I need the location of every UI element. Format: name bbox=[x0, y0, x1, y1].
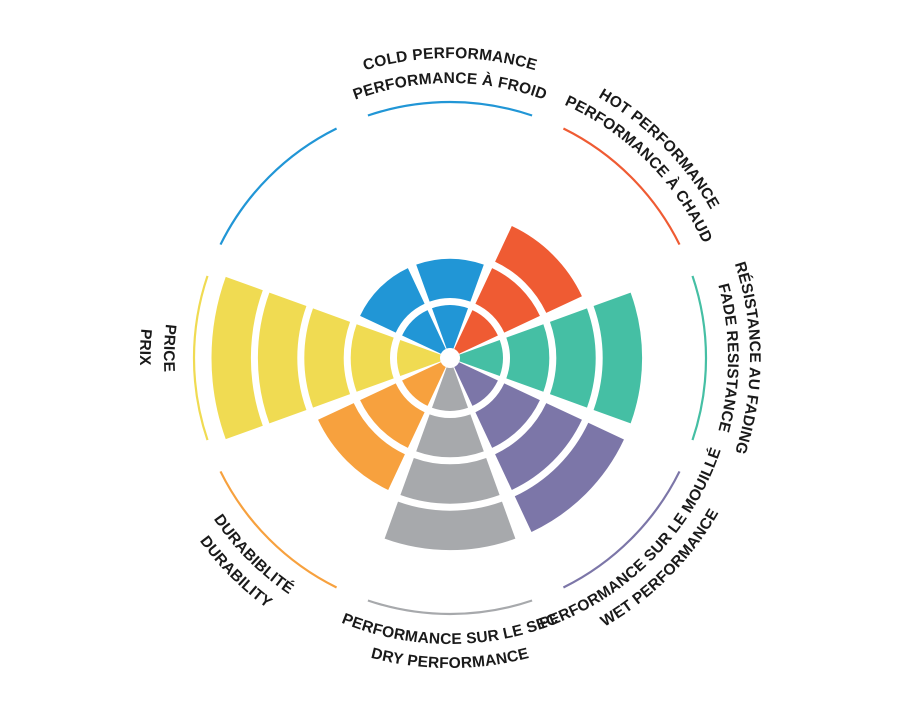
outer-boundary-arc-fade-resistance bbox=[691, 275, 708, 441]
sector-cold-performance-left-ring-2[interactable] bbox=[360, 268, 425, 333]
wedges-layer bbox=[211, 226, 643, 551]
sector-fade-resistance-ring-4[interactable] bbox=[593, 292, 643, 424]
outer-boundary-arc-hot-performance bbox=[562, 127, 681, 246]
sector-label-cold-performance-line2: PERFORMANCE À FROID bbox=[351, 70, 549, 104]
sector-label-fade-resistance-line2: FADE RESISTANCE bbox=[714, 282, 741, 434]
sector-durability[interactable] bbox=[318, 362, 446, 490]
sector-label-price-line2: PRIX bbox=[136, 328, 154, 366]
sector-durability-ring-1[interactable] bbox=[402, 362, 446, 406]
sector-hot-performance[interactable] bbox=[454, 226, 582, 354]
outer-boundary-arcs-layer bbox=[192, 100, 708, 616]
outer-boundary-arc-price bbox=[192, 275, 209, 441]
sector-price-ring-2[interactable] bbox=[350, 324, 394, 392]
sector-durability-ring-2[interactable] bbox=[360, 383, 425, 448]
sector-dry-performance[interactable] bbox=[384, 367, 516, 551]
sector-hot-performance-ring-1[interactable] bbox=[454, 310, 498, 354]
sector-label-price-line1: PRICE bbox=[160, 323, 179, 372]
sector-price-ring-3[interactable] bbox=[304, 308, 351, 408]
sector-label-wet-performance-line2: WET PERFORMANCE bbox=[598, 506, 722, 630]
outer-boundary-arc-durability bbox=[219, 470, 338, 589]
sector-cold-performance-ring-2[interactable] bbox=[416, 258, 484, 302]
sector-label-dry-performance-line2: DRY PERFORMANCE bbox=[369, 645, 530, 672]
sector-wet-performance-ring-2[interactable] bbox=[475, 383, 540, 448]
outer-boundary-arc-dry-performance bbox=[367, 599, 533, 616]
sector-cold-performance-left-ring-1[interactable] bbox=[402, 310, 446, 354]
sector-dry-performance-ring-3[interactable] bbox=[400, 457, 500, 504]
sector-label-hot-performance-line1: HOT PERFORMANCE bbox=[596, 86, 722, 212]
sector-label-dry-performance-line1: PERFORMANCE SUR LE SEC bbox=[340, 610, 561, 648]
sector-label-cold-performance-line1: COLD PERFORMANCE bbox=[361, 45, 539, 74]
outer-boundary-arc-wet-performance bbox=[562, 470, 681, 589]
outer-boundary-arc-cold-performance-left bbox=[219, 127, 338, 246]
sector-fade-resistance-ring-3[interactable] bbox=[549, 308, 596, 408]
sector-hot-performance-ring-3[interactable] bbox=[495, 226, 582, 313]
sector-wet-performance-ring-1[interactable] bbox=[454, 362, 498, 406]
sector-dry-performance-ring-1[interactable] bbox=[431, 367, 469, 411]
sector-price-ring-4[interactable] bbox=[257, 292, 307, 424]
sector-fade-resistance-ring-1[interactable] bbox=[459, 339, 503, 377]
sector-hot-performance-ring-2[interactable] bbox=[475, 268, 540, 333]
outer-boundary-arc-cold-performance bbox=[367, 100, 533, 117]
sector-cold-performance[interactable] bbox=[416, 258, 484, 349]
sector-price[interactable] bbox=[211, 276, 441, 440]
sector-durability-ring-3[interactable] bbox=[318, 403, 405, 490]
sector-fade-resistance[interactable] bbox=[459, 292, 643, 424]
sector-wet-performance-ring-3[interactable] bbox=[495, 403, 582, 490]
sector-price-ring-1[interactable] bbox=[397, 339, 441, 377]
sector-cold-performance-ring-1[interactable] bbox=[431, 305, 469, 349]
sector-dry-performance-ring-4[interactable] bbox=[384, 501, 516, 551]
sector-fade-resistance-ring-2[interactable] bbox=[506, 324, 550, 392]
sector-price-ring-5[interactable] bbox=[211, 276, 263, 440]
sector-wet-performance[interactable] bbox=[454, 362, 624, 532]
sector-dry-performance-ring-2[interactable] bbox=[416, 414, 484, 458]
sector-wet-performance-ring-4[interactable] bbox=[514, 422, 624, 532]
sector-cold-performance-left[interactable] bbox=[360, 268, 446, 354]
